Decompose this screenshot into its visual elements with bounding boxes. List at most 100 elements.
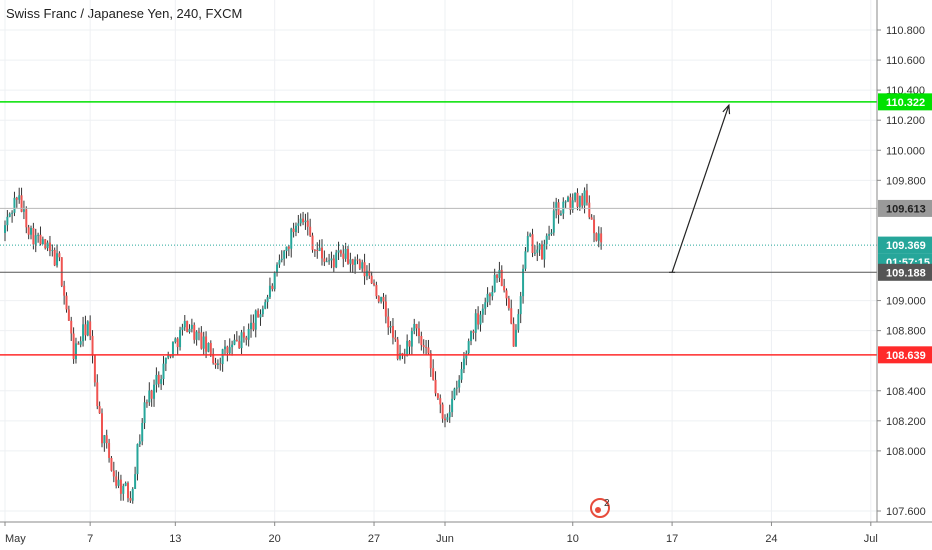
candle-up	[216, 363, 219, 365]
candle-down	[590, 217, 593, 220]
candle-up	[526, 236, 529, 252]
x-tick-label: 10	[567, 533, 579, 545]
candle-down	[387, 316, 390, 328]
candle-up	[451, 398, 454, 413]
candle-up	[134, 474, 137, 489]
candle-down	[434, 379, 437, 394]
candle-down	[356, 259, 359, 261]
y-tick-label: 108.800	[886, 326, 926, 338]
candle-down	[422, 345, 425, 347]
candle-down	[420, 336, 423, 346]
candle-down	[488, 293, 491, 297]
candle-up	[148, 390, 151, 403]
candle-down	[214, 363, 217, 365]
candle-down	[63, 285, 66, 296]
candle-down	[585, 190, 588, 203]
candle-down	[77, 343, 80, 345]
candle-down	[271, 285, 274, 290]
candle-down	[44, 239, 47, 249]
candle-up	[458, 379, 461, 388]
candle-down	[332, 258, 335, 268]
forecast-arrow-line	[671, 104, 730, 273]
candle-up	[564, 201, 567, 203]
candle-up	[11, 212, 14, 214]
candle-down	[32, 228, 35, 245]
candle-down	[127, 483, 130, 499]
candle-up	[519, 296, 522, 315]
candle-up	[240, 332, 243, 349]
levels	[0, 101, 877, 356]
candle-up	[517, 314, 520, 330]
candle-up	[337, 250, 340, 253]
candle-down	[505, 290, 508, 299]
candle-up	[354, 259, 357, 265]
candle-down	[477, 313, 480, 325]
candle-up	[299, 218, 302, 224]
candle-up	[136, 444, 139, 475]
x-tick-label: 7	[87, 533, 93, 545]
candle-down	[112, 470, 115, 477]
candle-down	[593, 219, 596, 234]
candle-down	[39, 234, 42, 245]
candle-up	[273, 273, 276, 290]
candle-up	[571, 200, 574, 210]
candle-down	[235, 339, 238, 342]
y-tick-label: 110.600	[886, 55, 925, 67]
candle-down	[186, 321, 189, 333]
candle-up	[406, 340, 409, 357]
candle-up	[46, 242, 49, 249]
x-tick-label: 17	[666, 533, 678, 545]
candle-up	[30, 228, 33, 235]
candle-down	[394, 337, 397, 340]
candle-down	[84, 324, 87, 336]
candle-down	[48, 242, 51, 251]
candle-up	[304, 220, 307, 223]
candle-down	[27, 227, 30, 235]
candle-down	[401, 353, 404, 355]
candle-up	[514, 329, 517, 347]
candle-up	[155, 374, 158, 385]
candle-down	[129, 498, 132, 501]
candle-down	[245, 337, 248, 340]
candle-down	[351, 259, 354, 265]
candle-up	[529, 234, 532, 237]
candle-up	[74, 343, 77, 360]
candle-up	[41, 239, 44, 245]
candle-down	[145, 402, 148, 404]
candle-down	[302, 218, 305, 223]
candle-down	[581, 195, 584, 206]
candle-up	[164, 357, 167, 364]
candle-up	[207, 342, 210, 352]
candles	[4, 183, 603, 504]
candle-up	[453, 388, 456, 399]
candle-down	[219, 363, 222, 365]
candle-up	[399, 353, 402, 359]
price-badge-level	[878, 263, 932, 281]
x-tick-label: May	[5, 533, 26, 545]
candle-down	[67, 309, 70, 321]
candle-up	[328, 260, 331, 262]
candle-down	[311, 235, 314, 250]
x-tick-label: 20	[269, 533, 281, 545]
candle-down	[503, 286, 506, 291]
ideas-badge-dot	[595, 507, 601, 513]
candle-down	[384, 301, 387, 317]
candle-up	[131, 488, 134, 501]
candle-up	[162, 363, 165, 380]
candle-up	[380, 296, 383, 302]
candle-up	[578, 195, 581, 207]
candle-up	[498, 269, 501, 278]
candle-up	[413, 323, 416, 332]
candle-up	[297, 223, 300, 226]
candle-down	[193, 324, 196, 340]
candle-down	[72, 333, 75, 360]
candle-down	[25, 209, 28, 228]
candle-down	[70, 320, 73, 334]
candle-up	[344, 248, 347, 259]
chart-title: Swiss Franc / Japanese Yen, 240, FXCM	[6, 6, 243, 21]
candle-up	[183, 321, 186, 328]
candle-down	[439, 398, 442, 405]
candle-down	[429, 353, 432, 369]
